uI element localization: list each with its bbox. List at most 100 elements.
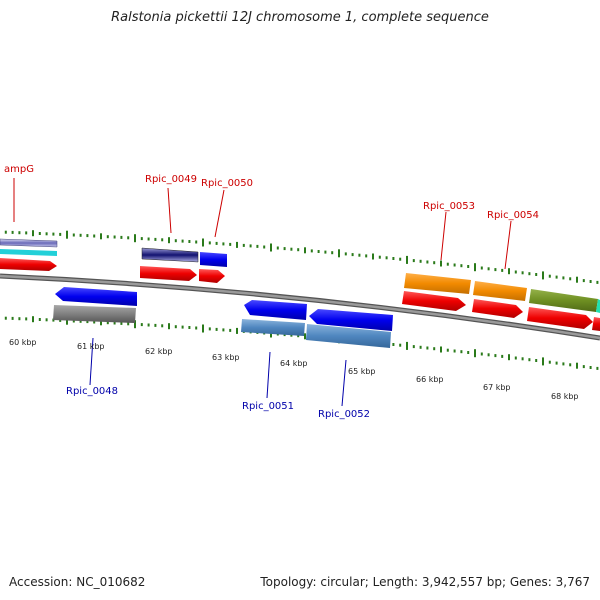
minor-tick (487, 267, 490, 271)
axis-label-64: 64 kbp (280, 359, 308, 368)
minor-tick (589, 280, 592, 283)
minor-tick (596, 366, 599, 370)
minor-tick (317, 250, 320, 253)
cds-feature-rpic-0049[interactable] (140, 266, 197, 281)
gene-label-ampG: ampG (4, 164, 34, 175)
gene-label-rpic-0054: Rpic_0054 (487, 210, 539, 221)
minor-tick (433, 261, 436, 265)
minor-tick (521, 357, 524, 361)
gene-feature-olive[interactable] (529, 289, 598, 312)
gene-feature-rpic-0052[interactable] (309, 309, 393, 331)
minor-tick (576, 362, 578, 369)
cds-feature-rpic-0053[interactable] (402, 291, 466, 311)
minor-tick (93, 320, 96, 324)
minor-tick (372, 253, 374, 260)
gene-feature-cyan[interactable] (0, 249, 57, 256)
minor-tick (38, 232, 41, 235)
gene-label-rpic-0048: Rpic_0048 (66, 386, 118, 397)
minor-tick (494, 268, 497, 272)
minor-tick (195, 240, 198, 244)
label-leaders (13, 178, 512, 407)
minor-tick (399, 343, 402, 347)
minor-tick (548, 274, 551, 278)
axis-label-66: 66 kbp (416, 375, 444, 384)
cds-feature-olive[interactable] (527, 307, 593, 329)
minor-tick (147, 323, 150, 327)
minor-tick (310, 249, 313, 253)
minor-tick (528, 358, 531, 362)
major-tick (406, 341, 408, 350)
cds-feature-rpic-0052[interactable] (306, 324, 391, 348)
minor-tick (4, 230, 7, 234)
major-tick (474, 263, 476, 272)
minor-tick (215, 327, 218, 331)
major-tick (202, 324, 204, 333)
minor-tick (467, 265, 470, 268)
gene-label-rpic-0052: Rpic_0052 (318, 409, 370, 420)
minor-tick (263, 245, 266, 249)
gene-feature-ampG[interactable] (0, 238, 58, 248)
gene-feature-rpic-0050[interactable] (200, 252, 227, 267)
minor-tick (412, 345, 415, 349)
minor-tick (140, 237, 143, 241)
minor-tick (174, 325, 177, 329)
minor-tick (113, 321, 116, 325)
minor-tick (222, 242, 225, 246)
minor-tick (181, 325, 184, 329)
minor-tick (11, 230, 14, 234)
axis-label-68: 68 kbp (551, 392, 579, 401)
minor-tick (32, 230, 34, 237)
minor-tick (11, 316, 14, 320)
axis-label-60: 60 kbp (9, 338, 37, 347)
axis-labels: 60 kbp 61 kbp 62 kbp 63 kbp 64 kbp 65 kb… (9, 338, 579, 401)
gene-label-rpic-0050: Rpic_0050 (201, 178, 253, 189)
minor-tick (93, 234, 96, 238)
cds-feature-rpic-0048[interactable] (53, 305, 136, 323)
minor-tick (72, 319, 75, 323)
minor-tick (582, 279, 585, 283)
minor-tick (467, 351, 470, 354)
minor-tick (351, 253, 354, 257)
minor-tick (181, 239, 184, 243)
minor-tick (242, 243, 245, 247)
minor-tick (494, 354, 497, 358)
minor-tick (222, 328, 225, 332)
cds-feature-ampG[interactable] (0, 258, 57, 271)
gene-label-rpic-0053: Rpic_0053 (423, 201, 475, 212)
gene-feature-rpic-0054[interactable] (473, 281, 527, 301)
cds-feature-rpic-0050[interactable] (199, 269, 225, 283)
minor-tick (535, 359, 538, 362)
minor-tick (168, 237, 170, 244)
minor-tick (378, 255, 381, 259)
cds-feature-rpic-0054[interactable] (472, 299, 523, 318)
minor-tick (440, 260, 442, 267)
major-tick (542, 271, 544, 280)
minor-tick (297, 334, 300, 338)
minor-tick (120, 235, 123, 239)
gene-feature-rpic-0048[interactable] (55, 287, 137, 306)
cds-feature-edge[interactable] (592, 317, 600, 331)
gene-feature-rpic-0053[interactable] (404, 273, 471, 294)
gene-label-rpic-0049: Rpic_0049 (145, 174, 197, 185)
minor-tick (127, 322, 130, 326)
minor-tick (453, 263, 456, 267)
minor-tick (45, 318, 48, 322)
minor-tick (426, 346, 429, 350)
gene-feature-rpic-0051[interactable] (244, 300, 307, 320)
minor-tick (514, 270, 517, 274)
cds-feature-rpic-0051[interactable] (241, 319, 305, 336)
minor-tick (195, 326, 198, 330)
minor-tick (208, 241, 211, 245)
minor-tick (59, 232, 62, 236)
minor-tick (385, 256, 388, 260)
major-tick (66, 230, 68, 239)
major-tick (134, 320, 136, 329)
minor-tick (147, 237, 150, 241)
minor-tick (589, 366, 592, 369)
gene-feature-teal[interactable] (596, 299, 600, 313)
gene-feature-rpic-0049[interactable] (141, 247, 199, 263)
minor-tick (528, 272, 531, 276)
minor-tick (4, 316, 7, 320)
reverse-strand (53, 287, 393, 348)
major-tick (542, 357, 544, 366)
